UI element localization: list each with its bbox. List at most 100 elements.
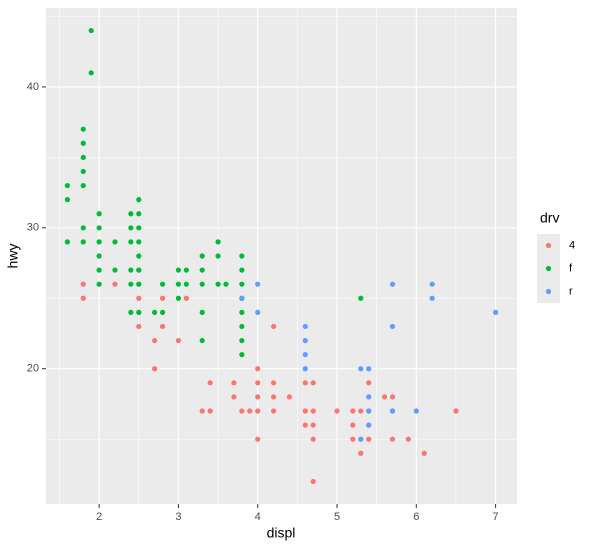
- point: [128, 281, 134, 287]
- point: [350, 408, 356, 414]
- point: [136, 253, 142, 259]
- point: [310, 380, 316, 386]
- point: [381, 394, 388, 400]
- point: [88, 27, 94, 34]
- point: [366, 394, 372, 400]
- point: [429, 281, 435, 287]
- legend-label: r: [569, 285, 573, 297]
- legend-label: f: [569, 262, 573, 274]
- point: [334, 408, 340, 414]
- point: [136, 267, 142, 273]
- point: [207, 380, 213, 386]
- point: [286, 394, 293, 400]
- point: [255, 309, 261, 315]
- point: [80, 295, 86, 301]
- point: [215, 281, 221, 287]
- point: [405, 436, 411, 442]
- point: [302, 422, 308, 428]
- point: [183, 267, 189, 273]
- point: [80, 225, 86, 231]
- point: [270, 323, 277, 330]
- legend-label: 4: [569, 239, 575, 251]
- point: [350, 436, 356, 442]
- x-tick-label: 3: [175, 511, 181, 523]
- point: [128, 239, 134, 245]
- point: [199, 309, 205, 315]
- point: [239, 295, 245, 301]
- x-tick-label: 2: [96, 511, 102, 523]
- point: [255, 380, 261, 386]
- legend-title: drv: [540, 210, 559, 226]
- point: [175, 267, 182, 273]
- point: [302, 366, 308, 372]
- point: [270, 408, 277, 414]
- point: [366, 380, 372, 386]
- point: [183, 295, 189, 301]
- x-axis-title: displ: [267, 525, 296, 541]
- point: [366, 422, 372, 428]
- point: [310, 436, 316, 442]
- point: [80, 126, 86, 132]
- y-tick-label: 30: [27, 222, 39, 234]
- point: [215, 239, 221, 245]
- point: [136, 211, 142, 217]
- point: [80, 239, 86, 245]
- point: [270, 394, 277, 400]
- point: [231, 394, 237, 400]
- point: [270, 380, 277, 386]
- point: [175, 295, 182, 301]
- x-tick-label: 7: [493, 511, 499, 523]
- point: [136, 323, 142, 330]
- point: [136, 281, 142, 287]
- point: [310, 408, 316, 414]
- point: [64, 182, 71, 189]
- point: [80, 182, 86, 189]
- point: [159, 295, 166, 301]
- point: [413, 408, 419, 414]
- legend-symbol: [545, 288, 552, 295]
- point: [80, 281, 86, 287]
- y-tick-label: 40: [27, 81, 39, 93]
- point: [159, 281, 166, 287]
- point: [239, 281, 245, 287]
- point: [453, 408, 459, 414]
- point: [175, 281, 182, 287]
- point: [64, 239, 71, 245]
- point: [136, 239, 142, 245]
- point: [358, 366, 364, 372]
- point: [239, 267, 245, 273]
- point: [239, 323, 245, 330]
- point: [152, 366, 158, 372]
- point: [366, 436, 372, 442]
- point: [159, 323, 166, 330]
- point: [128, 267, 134, 273]
- point: [358, 408, 364, 414]
- point: [152, 309, 158, 315]
- point: [183, 281, 189, 287]
- point: [302, 323, 308, 330]
- point: [350, 422, 356, 428]
- point: [128, 211, 134, 217]
- point: [207, 408, 213, 414]
- point: [231, 380, 237, 386]
- point: [255, 436, 261, 442]
- point: [255, 366, 261, 372]
- point: [199, 253, 205, 259]
- point: [421, 450, 427, 456]
- point: [88, 70, 94, 76]
- point: [64, 197, 71, 203]
- point: [389, 394, 396, 400]
- point: [136, 309, 142, 315]
- point: [199, 408, 205, 414]
- point: [128, 225, 134, 231]
- point: [96, 281, 102, 287]
- panel: [46, 8, 517, 504]
- point: [358, 450, 364, 456]
- point: [302, 352, 308, 358]
- x-tick-label: 6: [413, 511, 419, 523]
- legend-symbol: [545, 242, 552, 249]
- point: [255, 408, 261, 414]
- point: [96, 211, 102, 217]
- point: [389, 408, 396, 414]
- y-axis-title: hwy: [5, 244, 21, 269]
